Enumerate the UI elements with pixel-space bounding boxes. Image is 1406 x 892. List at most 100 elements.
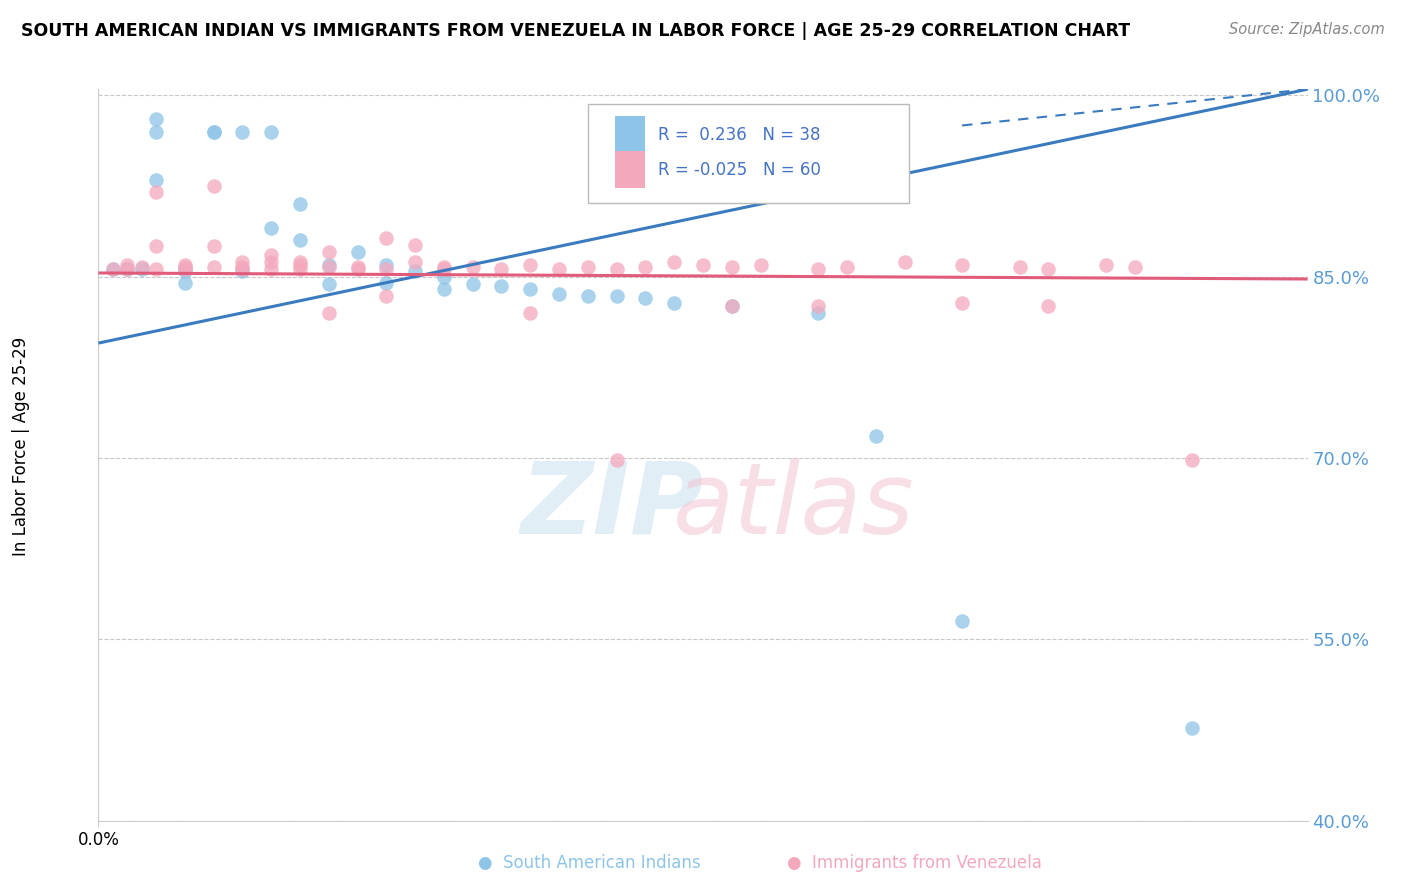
Point — [101, 262, 124, 277]
Point — [202, 260, 225, 274]
Point — [433, 269, 456, 284]
Point — [145, 185, 167, 199]
Point — [318, 306, 340, 320]
Point — [115, 262, 138, 277]
Point — [231, 260, 253, 274]
Point — [807, 262, 830, 277]
Text: atlas: atlas — [673, 458, 914, 555]
Point — [145, 112, 167, 127]
Point — [576, 260, 599, 274]
Point — [173, 276, 195, 290]
Point — [318, 260, 340, 274]
Point — [519, 282, 541, 296]
Text: Source: ZipAtlas.com: Source: ZipAtlas.com — [1229, 22, 1385, 37]
Point — [145, 239, 167, 253]
Point — [260, 221, 283, 235]
Text: R = -0.025   N = 60: R = -0.025 N = 60 — [658, 161, 821, 178]
Point — [404, 255, 426, 269]
Point — [145, 173, 167, 187]
Point — [318, 277, 340, 291]
Text: ●  South American Indians: ● South American Indians — [478, 855, 700, 872]
Point — [519, 306, 541, 320]
Point — [288, 262, 311, 277]
Point — [664, 255, 686, 269]
Point — [461, 277, 484, 291]
Point — [260, 124, 283, 138]
Point — [173, 262, 195, 277]
Point — [288, 255, 311, 269]
Point — [260, 248, 283, 262]
Point — [692, 258, 714, 272]
Point — [606, 289, 628, 303]
Point — [664, 296, 686, 310]
Point — [1123, 260, 1146, 274]
Point — [491, 262, 513, 277]
Text: In Labor Force | Age 25-29: In Labor Force | Age 25-29 — [13, 336, 30, 556]
Point — [131, 262, 153, 277]
Point — [375, 276, 398, 290]
Point — [950, 614, 973, 628]
Point — [346, 262, 368, 277]
Point — [720, 260, 742, 274]
Point — [202, 124, 225, 138]
Point — [202, 124, 225, 138]
Point — [606, 262, 628, 277]
Point — [433, 260, 456, 274]
Point — [1181, 721, 1204, 735]
Point — [1038, 299, 1060, 313]
Point — [1038, 262, 1060, 277]
Bar — [614, 152, 645, 188]
Point — [1095, 258, 1118, 272]
Point — [173, 263, 195, 277]
Point — [173, 260, 195, 274]
Point — [634, 291, 657, 305]
Point — [433, 262, 456, 277]
Point — [131, 260, 153, 274]
Text: ZIP: ZIP — [520, 458, 704, 555]
Point — [865, 429, 887, 443]
Point — [318, 245, 340, 260]
Point — [548, 286, 571, 301]
Point — [461, 260, 484, 274]
Point — [749, 258, 772, 272]
Point — [101, 262, 124, 277]
Point — [491, 279, 513, 293]
Point — [346, 260, 368, 274]
Point — [375, 262, 398, 277]
Point — [548, 262, 571, 277]
Point — [288, 197, 311, 211]
Point — [115, 262, 138, 277]
Point — [720, 299, 742, 313]
Point — [231, 263, 253, 277]
Point — [404, 238, 426, 252]
Text: R =  0.236   N = 38: R = 0.236 N = 38 — [658, 126, 821, 144]
Text: SOUTH AMERICAN INDIAN VS IMMIGRANTS FROM VENEZUELA IN LABOR FORCE | AGE 25-29 CO: SOUTH AMERICAN INDIAN VS IMMIGRANTS FROM… — [21, 22, 1130, 40]
Point — [1008, 260, 1031, 274]
Point — [260, 255, 283, 269]
Point — [173, 258, 195, 272]
Point — [288, 233, 311, 247]
Point — [231, 124, 253, 138]
Point — [1181, 453, 1204, 467]
Point — [115, 258, 138, 272]
Point — [807, 306, 830, 320]
Point — [950, 258, 973, 272]
Point — [893, 255, 915, 269]
Point — [231, 255, 253, 269]
Point — [433, 282, 456, 296]
Text: ●  Immigrants from Venezuela: ● Immigrants from Venezuela — [787, 855, 1042, 872]
Point — [202, 239, 225, 253]
Point — [519, 258, 541, 272]
Point — [145, 124, 167, 138]
Point — [404, 263, 426, 277]
Point — [375, 231, 398, 245]
Point — [375, 258, 398, 272]
Point — [346, 245, 368, 260]
Bar — [614, 116, 645, 153]
Point — [375, 289, 398, 303]
FancyBboxPatch shape — [588, 103, 908, 202]
Point — [835, 260, 858, 274]
Point — [634, 260, 657, 274]
Point — [950, 296, 973, 310]
Point — [807, 299, 830, 313]
